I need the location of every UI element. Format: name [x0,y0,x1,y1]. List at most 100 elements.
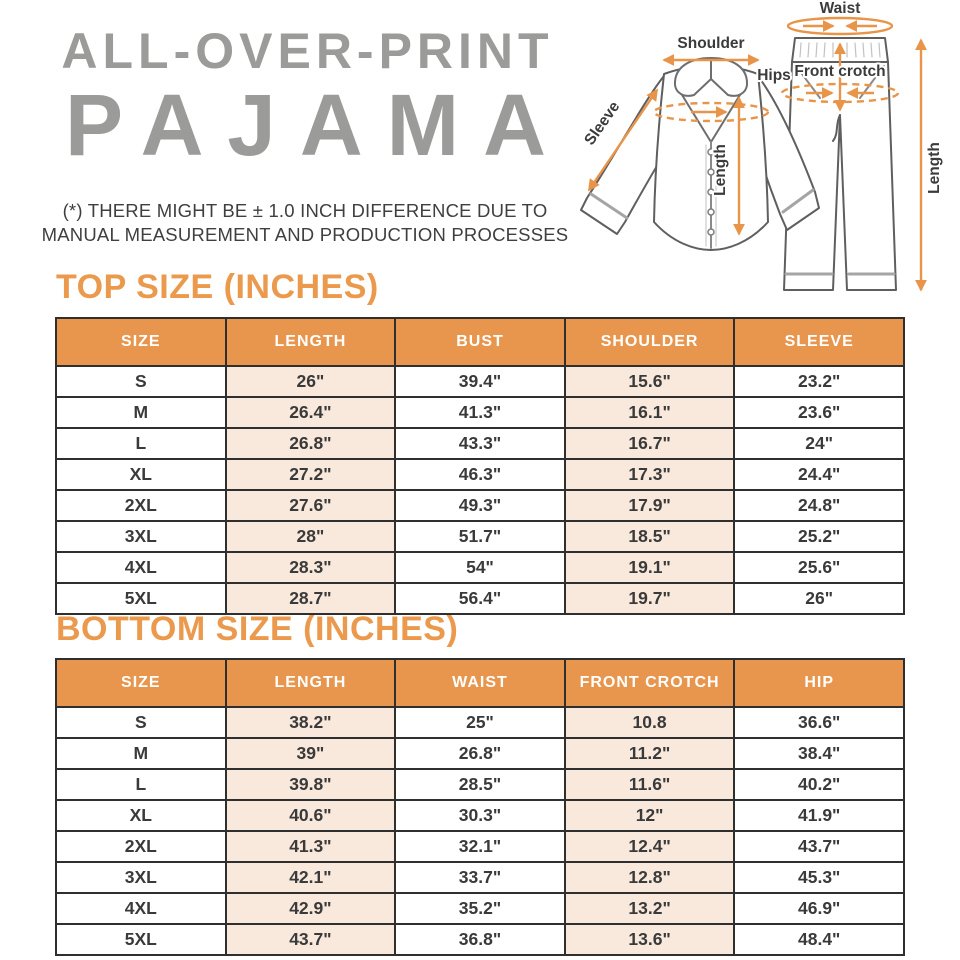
measurement-cell: 24.4" [733,458,905,491]
column-header: SIZE [55,317,227,367]
measurement-cell: 41.3" [394,396,566,429]
measurement-cell: 11.2" [563,737,736,770]
table-row: M 26.4" 41.3" 16.1" 23.6" [55,396,905,429]
size-cell: 5XL [55,582,227,615]
column-header: SLEEVE [733,317,905,367]
measurement-cell: 35.2" [394,892,566,925]
bottom-size-table: SIZE LENGTH WAIST FRONT CROTCH HIP S 38.2" 25"… [55,658,905,956]
measurement-cell: 38.4" [733,737,905,770]
bottom-size-table-body: S 38.2" 25" 10.8 36.6" M 39" 26.8" 11.2" 38.4" L 39… [55,706,905,956]
size-cell: 3XL [55,861,227,894]
size-cell: XL [55,799,227,832]
size-cell: S [55,365,227,398]
table-row: 5XL 43.7" 36.8" 13.6" 48.4" [55,923,905,956]
measurement-cell: 28.7" [224,582,397,615]
measurement-cell: 15.6" [563,365,736,398]
table-row: 2XL 27.6" 49.3" 17.9" 24.8" [55,489,905,522]
column-header: HIP [733,658,905,708]
header-row: SIZE LENGTH WAIST FRONT CROTCH HIP [55,658,905,708]
label-hips: Hips [757,67,791,84]
measurement-cell: 27.2" [224,458,397,491]
measurement-cell: 40.2" [733,768,905,801]
measurement-cell: 12" [563,799,736,832]
measurement-cell: 43.7" [733,830,905,863]
measurement-cell: 25.2" [733,520,905,553]
size-cell: S [55,706,227,739]
measurement-cell: 26" [733,582,905,615]
table-row: L 39.8" 28.5" 11.6" 40.2" [55,768,905,801]
measurement-cell: 28.3" [224,551,397,584]
measurement-cell: 42.1" [224,861,397,894]
label-bottom-length: Length [926,142,943,194]
measurement-cell: 26" [224,365,397,398]
disclaimer-line1: (*) THERE MIGHT BE ± 1.0 INCH DIFFERENCE… [62,200,548,221]
size-cell: 4XL [55,892,227,925]
shirt-drawing [580,57,820,251]
table-row: 3XL 42.1" 33.7" 12.8" 45.3" [55,861,905,894]
top-size-table: SIZE LENGTH BUST SHOULDER SLEEVE S 26" 39.4" 15… [55,317,905,615]
size-cell: 5XL [55,923,227,956]
measurement-cell: 24" [733,427,905,460]
top-size-heading: TOP SIZE (INCHES) [56,268,379,306]
bottom-size-heading: BOTTOM SIZE (INCHES) [56,610,459,648]
label-waist: Waist [820,0,861,17]
measurement-cell: 46.9" [733,892,905,925]
header-row: SIZE LENGTH BUST SHOULDER SLEEVE [55,317,905,367]
size-cell: XL [55,458,227,491]
top-size-table-body: S 26" 39.4" 15.6" 23.2" M 26.4" 41.3" 16.1" 23.6"… [55,365,905,615]
table-row: XL 27.2" 46.3" 17.3" 24.4" [55,458,905,491]
measurement-cell: 41.9" [733,799,905,832]
measurement-cell: 11.6" [563,768,736,801]
measurement-arrows [587,16,927,292]
measurement-cell: 43.7" [224,923,397,956]
measurement-cell: 39.4" [394,365,566,398]
measurement-cell: 41.3" [224,830,397,863]
measurement-cell: 10.8 [563,706,736,739]
pajama-measurement-diagram: Shoulder Sleeve Length Waist Hips Front … [579,0,945,292]
measurement-cell: 24.8" [733,489,905,522]
column-header: FRONT CROTCH [563,658,736,708]
column-header: SHOULDER [563,317,736,367]
label-sleeve: Sleeve [581,98,623,148]
measurement-cell: 28" [224,520,397,553]
measurement-cell: 12.8" [563,861,736,894]
column-header: SIZE [55,658,227,708]
measurement-cell: 23.2" [733,365,905,398]
measurement-cell: 27.6" [224,489,397,522]
measurement-cell: 54" [394,551,566,584]
measurement-cell: 36.8" [394,923,566,956]
top-size-table-head: SIZE LENGTH BUST SHOULDER SLEEVE [55,317,905,367]
measurement-cell: 13.2" [563,892,736,925]
measurement-cell: 49.3" [394,489,566,522]
measurement-cell: 13.6" [563,923,736,956]
table-row: S 26" 39.4" 15.6" 23.2" [55,365,905,398]
table-row: 2XL 41.3" 32.1" 12.4" 43.7" [55,830,905,863]
label-top-length: Length [712,144,729,196]
measurement-cell: 17.9" [563,489,736,522]
table-row: M 39" 26.8" 11.2" 38.4" [55,737,905,770]
size-cell: M [55,396,227,429]
table-row: 4XL 42.9" 35.2" 13.2" 46.9" [55,892,905,925]
measurement-cell: 12.4" [563,830,736,863]
table-row: 4XL 28.3" 54" 19.1" 25.6" [55,551,905,584]
size-cell: L [55,768,227,801]
measurement-cell: 51.7" [394,520,566,553]
measurement-cell: 19.1" [563,551,736,584]
measurement-disclaimer: (*) THERE MIGHT BE ± 1.0 INCH DIFFERENCE… [25,199,585,248]
column-header: LENGTH [224,317,397,367]
measurement-cell: 32.1" [394,830,566,863]
measurement-cell: 39.8" [224,768,397,801]
table-row: 3XL 28" 51.7" 18.5" 25.2" [55,520,905,553]
bottom-size-table-head: SIZE LENGTH WAIST FRONT CROTCH HIP [55,658,905,708]
measurement-cell: 40.6" [224,799,397,832]
disclaimer-line2: MANUAL MEASUREMENT AND PRODUCTION PROCES… [41,224,569,246]
table-row: 5XL 28.7" 56.4" 19.7" 26" [55,582,905,615]
measurement-cell: 25" [394,706,566,739]
measurement-cell: 16.7" [563,427,736,460]
measurement-cell: 48.4" [733,923,905,956]
measurement-cell: 18.5" [563,520,736,553]
table-row: XL 40.6" 30.3" 12" 41.9" [55,799,905,832]
measurement-cell: 43.3" [394,427,566,460]
measurement-cell: 26.4" [224,396,397,429]
